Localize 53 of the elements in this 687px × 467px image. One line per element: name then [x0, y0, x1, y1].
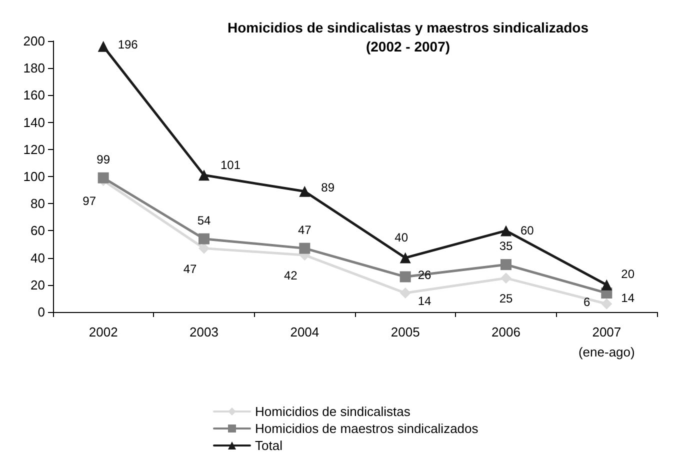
y-tick-label: 20: [30, 277, 45, 292]
point: [198, 233, 210, 244]
point: [400, 288, 411, 299]
x-tick-label: 2006: [492, 324, 520, 340]
data-label: 47: [298, 222, 312, 237]
data-label: 101: [220, 158, 241, 172]
legend-label: Total: [255, 438, 283, 453]
y-tick-label: 100: [23, 169, 45, 184]
x-tick-label: 2002: [88, 324, 118, 340]
x-tick-label: 2005: [390, 324, 420, 340]
point: [299, 186, 310, 197]
data-label: 6: [583, 294, 590, 309]
y-tick-label: 140: [23, 114, 45, 130]
y-tick-label: 200: [23, 34, 45, 48]
y-tick-label: 60: [30, 223, 45, 238]
data-label: 14: [418, 294, 432, 308]
point: [601, 279, 612, 290]
x-tick-label: 2007 (ene-ago): [578, 324, 635, 360]
data-label: 40: [394, 230, 408, 244]
y-tick-label: 160: [23, 88, 45, 103]
point: [500, 259, 512, 270]
legend-label: Homicidios de sindicalistas: [255, 404, 411, 419]
x-tick-label: 2004: [290, 324, 320, 340]
x-tick-label: 2003: [190, 324, 218, 340]
data-label: 89: [321, 180, 335, 194]
point: [400, 252, 411, 264]
point: [98, 40, 109, 52]
data-label: 42: [284, 268, 298, 283]
y-tick-label: 180: [23, 60, 45, 76]
data-label: 196: [118, 37, 138, 52]
data-label: 25: [499, 292, 513, 306]
point: [500, 225, 512, 236]
y-tick-label: 40: [30, 250, 45, 266]
data-label: 54: [197, 213, 211, 228]
data-label: 47: [183, 262, 197, 276]
legend-label: Homicidios de maestros sindicalizados: [255, 421, 479, 436]
data-label: 14: [621, 291, 635, 306]
data-label: 20: [621, 266, 635, 281]
y-tick-label: 120: [23, 142, 45, 157]
data-label: 26: [418, 268, 432, 282]
data-label: 35: [499, 239, 513, 254]
data-label: 97: [82, 194, 96, 208]
point: [500, 272, 512, 284]
data-label: 60: [520, 224, 534, 238]
point: [601, 298, 612, 310]
point: [198, 170, 210, 181]
chart-title: Homicidios de sindicalistas y maestros sindicalizados (2002 - 2007): [227, 20, 589, 54]
point: [400, 271, 411, 282]
y-tick-label: 0: [38, 304, 45, 320]
point: [299, 242, 310, 254]
y-tick-label: 80: [30, 196, 45, 212]
point: [198, 242, 210, 254]
data-label: 99: [96, 152, 110, 166]
